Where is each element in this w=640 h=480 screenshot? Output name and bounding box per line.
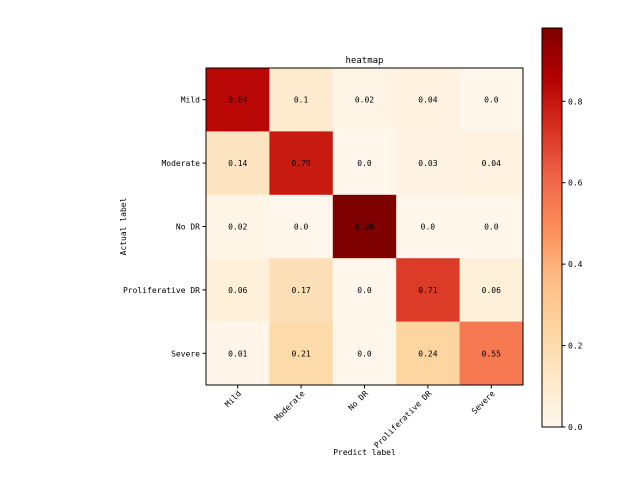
- colorbar-tick-label: 0.8: [568, 97, 583, 106]
- heatmap-cell: [332, 131, 397, 196]
- cell-value-label: 0.17: [291, 286, 310, 295]
- heatmap-cell: [332, 258, 397, 323]
- cell-value-label: 0.01: [228, 349, 247, 358]
- cell-value-label: 0.79: [291, 159, 310, 168]
- cell-value-label: 0.24: [418, 349, 437, 358]
- cell-value-label: 0.0: [357, 159, 372, 168]
- heatmap-cell: [396, 131, 461, 196]
- heatmap-cell: [396, 194, 461, 259]
- cell-value-label: 0.21: [291, 349, 310, 358]
- y-axis-ticks: Mild Moderate No DR Proliferative DR Severe: [123, 96, 206, 358]
- heatmap-cell: [206, 68, 270, 132]
- colorbar-tick-label: 0.6: [568, 179, 583, 188]
- heatmap-cell: [332, 321, 397, 386]
- cell-value-label: 0.0: [294, 223, 309, 232]
- x-axis-ticks: Mild Moderate No DR Proliferative DR Severe: [223, 385, 497, 450]
- heatmap-cell: [332, 194, 397, 259]
- heatmap-cell: [459, 321, 524, 386]
- colorbar-tick-label: 0.4: [568, 260, 583, 269]
- heatmap-cell: [206, 258, 270, 323]
- x-axis-label: Predict label: [333, 448, 396, 457]
- heatmap-cell: [269, 131, 334, 196]
- x-tick-label: Severe: [470, 389, 497, 416]
- cell-value-label: 0.04: [418, 96, 437, 105]
- cell-value-label: 0.71: [418, 286, 437, 295]
- y-tick-label: Mild: [181, 96, 200, 105]
- cell-value-label: 0.06: [482, 286, 501, 295]
- cell-value-label: 0.06: [228, 286, 247, 295]
- cell-value-label: 0.0: [484, 223, 499, 232]
- x-tick-label: Moderate: [273, 389, 307, 423]
- heatmap-cell: [332, 68, 397, 132]
- y-tick-label: No DR: [176, 223, 200, 232]
- heatmap-cell: [269, 258, 334, 323]
- x-tick-label: No DR: [347, 389, 371, 413]
- y-tick-label: Proliferative DR: [123, 286, 200, 295]
- cell-value-label: 0.55: [482, 349, 501, 358]
- cell-value-label: 0.03: [418, 159, 437, 168]
- heatmap-cell: [459, 131, 524, 196]
- heatmap-cell: [459, 194, 524, 259]
- cell-value-label: 0.02: [355, 96, 374, 105]
- colorbar-ticks: 0.0 0.2 0.4 0.6 0.8: [562, 97, 583, 432]
- colorbar-tick-label: 0.0: [568, 423, 583, 432]
- heatmap-cell: [396, 258, 461, 323]
- x-tick-label: Mild: [223, 389, 243, 409]
- cell-value-label: 0.84: [228, 96, 247, 105]
- cell-value-label: 0.0: [484, 96, 499, 105]
- cell-value-label: 0.02: [228, 223, 247, 232]
- heatmap-cells: [206, 68, 524, 386]
- heatmap-cell: [396, 321, 461, 386]
- heatmap-cell: [206, 321, 270, 386]
- heatmap-cell: [206, 194, 270, 259]
- y-tick-label: Severe: [171, 349, 200, 358]
- colorbar-tick-label: 0.2: [568, 342, 583, 351]
- chart-title: heatmap: [346, 56, 384, 66]
- cell-labels: 0.84 0.1 0.02 0.04 0.0 0.14 0.79 0.0 0.03 0.04 0.0…: [228, 96, 501, 359]
- cell-value-label: 0.1: [294, 96, 309, 105]
- colorbar: [541, 27, 563, 428]
- cell-value-label: 0.0: [421, 223, 436, 232]
- y-tick-label: Moderate: [161, 159, 200, 168]
- heatmap-cell: [459, 258, 524, 323]
- cell-value-label: 0.0: [357, 349, 372, 358]
- heatmap-cell: [459, 68, 524, 132]
- heatmap-cell: [269, 194, 334, 259]
- heatmap-cell: [396, 68, 461, 132]
- cell-value-label: 0.14: [228, 159, 247, 168]
- y-axis-label: Actual label: [119, 197, 128, 255]
- heatmap-cell: [269, 68, 334, 132]
- heatmap-cell: [206, 131, 270, 196]
- heatmap-cell: [269, 321, 334, 386]
- cell-value-label: 0.04: [482, 159, 501, 168]
- cell-value-label: 0.0: [357, 286, 372, 295]
- cell-value-label: 0.98: [355, 223, 374, 232]
- x-tick-label: Proliferative DR: [372, 389, 433, 450]
